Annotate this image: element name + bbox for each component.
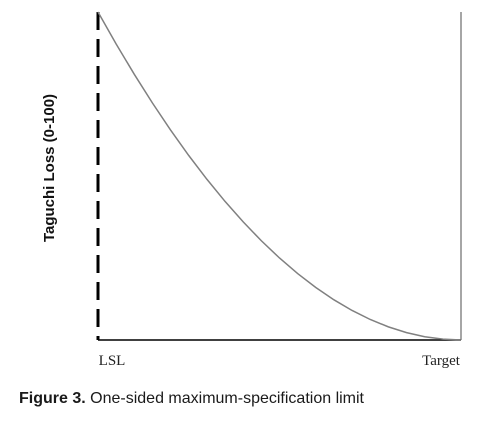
figure-caption: Figure 3. One-sided maximum-specificatio… — [19, 390, 364, 408]
y-axis-title: Taguchi Loss (0-100) — [41, 94, 58, 242]
series-line-taguchi-loss — [97, 11, 462, 341]
taguchi-loss-chart: LSL Target Taguchi Loss (0-100) — [41, 11, 462, 369]
x-tick-label-lsl: LSL — [99, 353, 126, 369]
figure-caption-label: Figure 3. — [19, 390, 86, 407]
x-tick-label-target: Target — [422, 353, 461, 369]
figure-caption-text: One-sided maximum-specification limit — [90, 390, 364, 407]
